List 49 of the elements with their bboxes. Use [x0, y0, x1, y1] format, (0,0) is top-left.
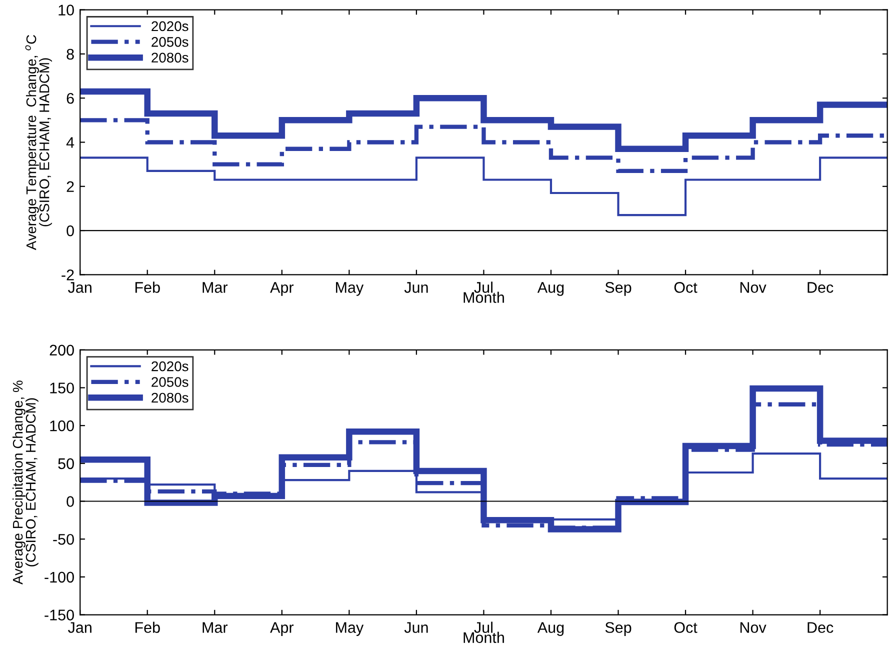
x-tick-label: Feb: [135, 282, 160, 293]
x-tick-label: Apr: [270, 282, 294, 296]
x-tick-label: Apr: [270, 622, 294, 636]
x-tick-label: May: [336, 282, 364, 296]
x-tick-label: Mar: [202, 282, 228, 293]
x-tick-label: May: [336, 622, 364, 636]
y-axis-title: Average Temperature Change, $^{o}$C (CSIRO, ECHAM, HADCM): [25, 34, 52, 250]
x-tick-label: Jan: [68, 622, 92, 633]
y-tick-label: 0: [66, 496, 74, 507]
x-tick-label: Sep: [605, 622, 632, 636]
x-tick-label: Mar: [202, 622, 228, 633]
y-tick-label: 150: [50, 382, 74, 394]
y-tick-label: 6: [66, 92, 74, 104]
x-tick-label: Jul: [474, 282, 492, 293]
legend-label: 2080s: [152, 52, 188, 63]
x-tick-label: Aug: [537, 622, 564, 636]
x-tick-label: Sep: [605, 282, 632, 296]
x-axis-title: Month: [464, 292, 504, 303]
legend-label: 2050s: [152, 377, 188, 387]
x-tick-label: Nov: [740, 622, 766, 633]
legend-label: 2050s: [152, 37, 188, 47]
x-tick-label: Jul: [474, 622, 492, 633]
x-tick-label: Aug: [537, 282, 564, 296]
x-tick-label: Dec: [808, 282, 834, 293]
y-tick-label: 4: [66, 137, 74, 148]
x-tick-label: Nov: [740, 282, 766, 293]
y-tick-label: 50: [58, 458, 74, 470]
x-axis-title: Month: [464, 632, 504, 643]
legend-label: 2020s: [152, 21, 188, 32]
y-tick-label: -100: [44, 572, 74, 583]
y-tick-label: 10: [58, 4, 74, 16]
legend-label: 2020s: [152, 361, 188, 372]
y-tick-label: 8: [66, 48, 74, 60]
x-tick-label: Jun: [404, 622, 428, 633]
y-tick-label: -2: [62, 270, 74, 280]
y-axis-title: Average Precipitation Change, % (CSIRO, ECHAM, HADCM): [12, 380, 38, 584]
y-tick-label: 100: [50, 420, 74, 432]
x-tick-label: Oct: [674, 622, 698, 633]
legend-label: 2080s: [152, 392, 188, 403]
x-tick-label: Jan: [68, 282, 92, 293]
x-tick-label: Dec: [808, 622, 834, 633]
x-tick-label: Jun: [404, 282, 428, 293]
y-tick-label: -150: [44, 610, 74, 620]
y-tick-label: 2: [66, 181, 74, 192]
x-tick-label: Oct: [674, 282, 698, 293]
x-tick-label: Feb: [135, 622, 160, 633]
y-tick-label: -50: [53, 534, 74, 545]
y-tick-label: 0: [66, 225, 74, 236]
y-tick-label: 200: [50, 344, 74, 356]
